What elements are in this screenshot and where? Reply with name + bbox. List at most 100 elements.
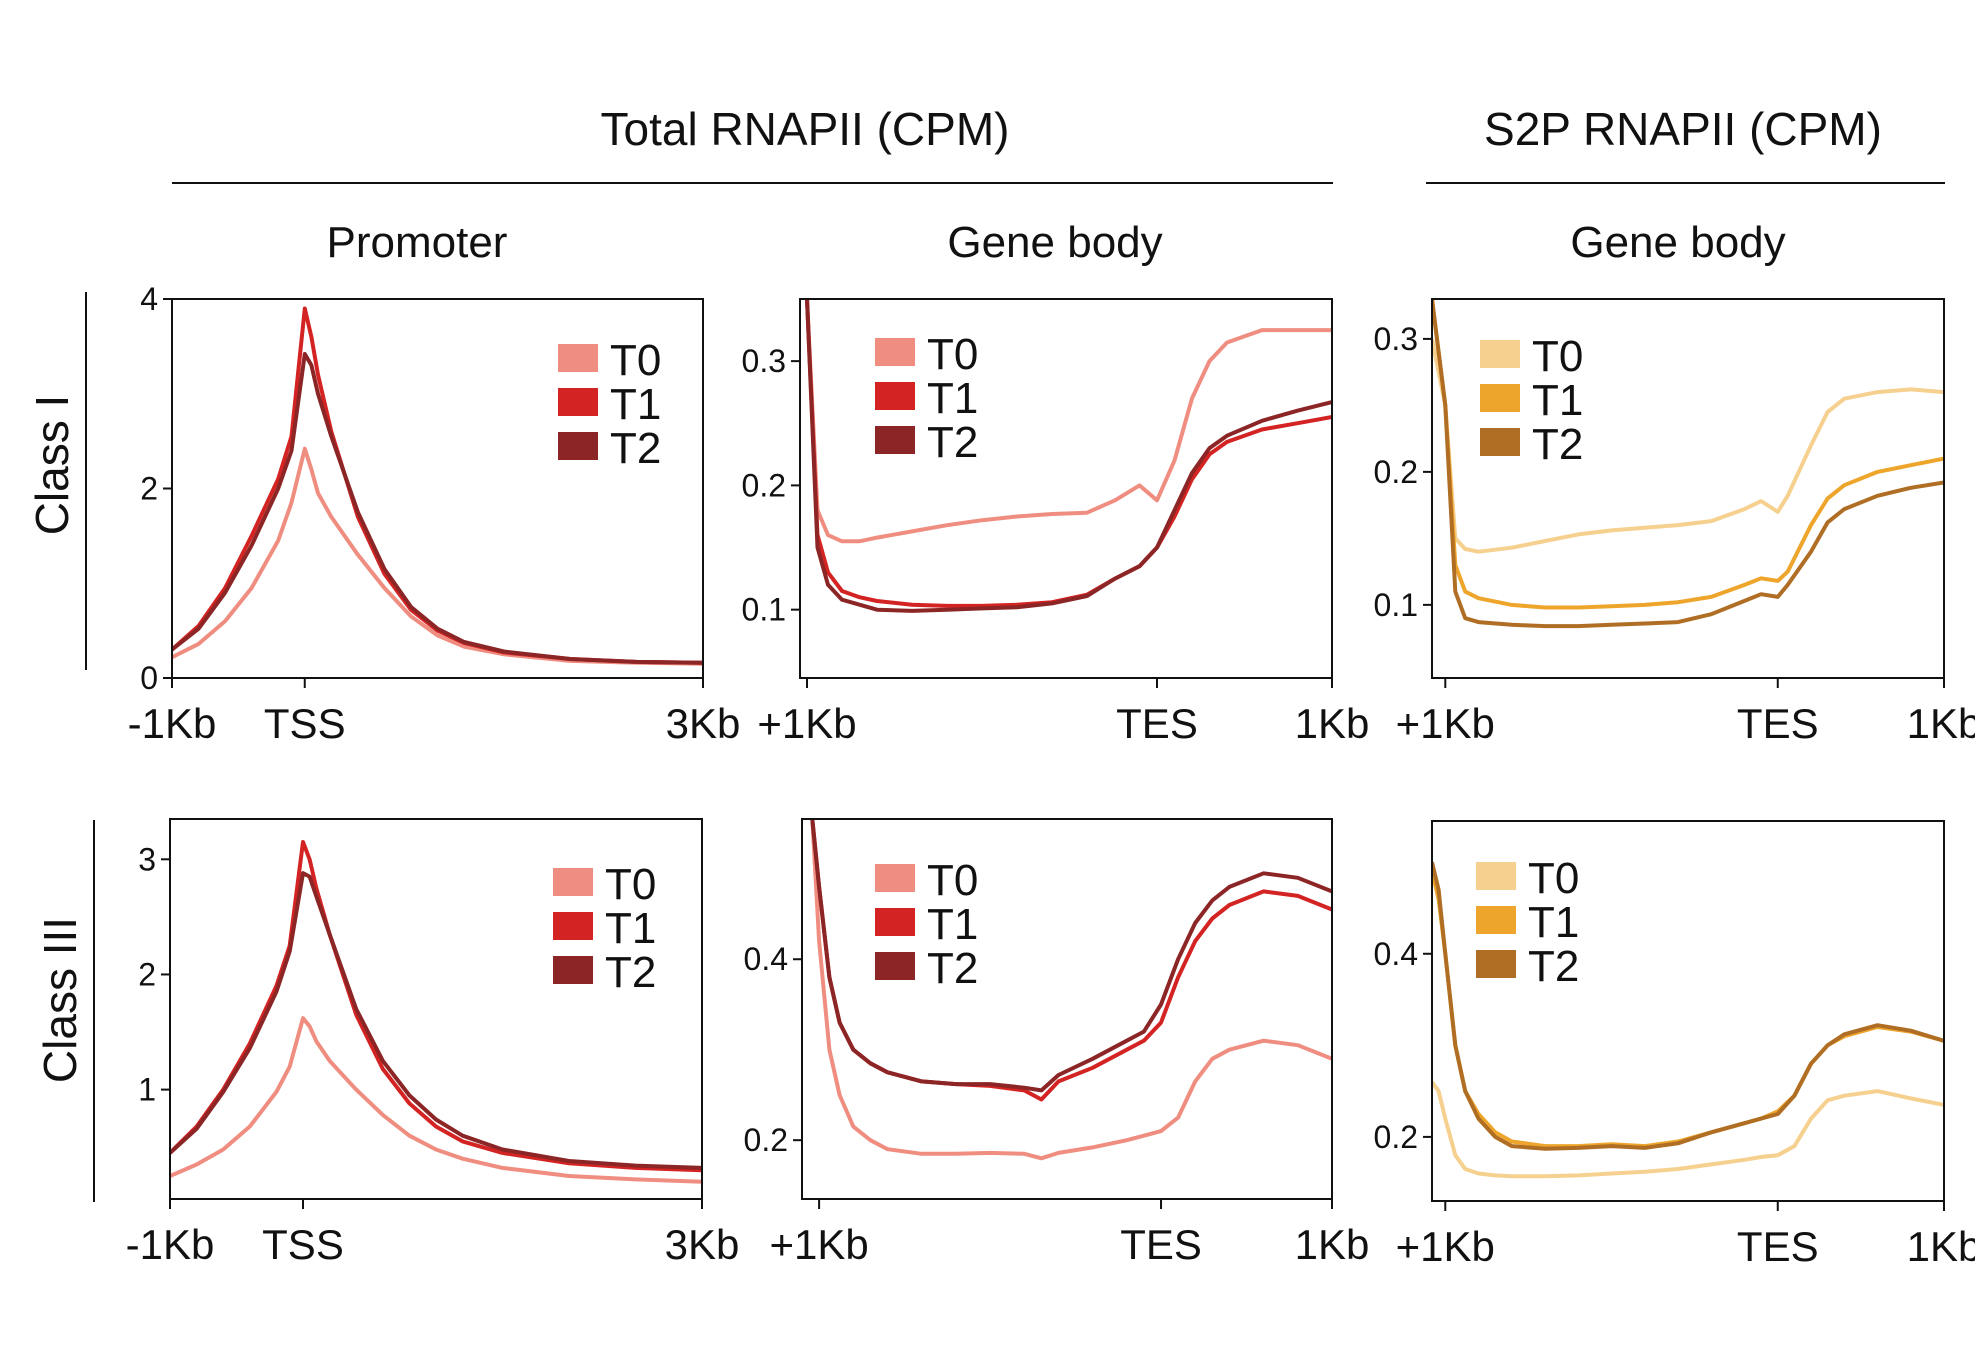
legend-label-t1: T1 xyxy=(610,380,661,429)
y-tick-label: 0.3 xyxy=(742,343,786,379)
y-tick-label: 0.4 xyxy=(744,941,788,977)
legend-label-t2: T2 xyxy=(1532,420,1583,469)
legend-label-t2: T2 xyxy=(605,948,656,997)
legend-label-t1: T1 xyxy=(605,904,656,953)
legend-label-t1: T1 xyxy=(1532,376,1583,425)
series-line-t2 xyxy=(1432,299,1944,629)
series-line-t2 xyxy=(805,299,1332,613)
legend-swatch-t2 xyxy=(875,426,915,454)
x-tick-label: TES xyxy=(1120,1221,1202,1268)
x-tick-label: -1Kb xyxy=(128,700,217,747)
y-tick-label: 0.3 xyxy=(1374,321,1418,357)
series-line-t2 xyxy=(170,871,702,1170)
series-line-t2 xyxy=(172,352,703,665)
legend-label-t2: T2 xyxy=(927,418,978,467)
legend-label-t0: T0 xyxy=(1532,332,1583,381)
series-line-t2 xyxy=(1432,861,1944,1151)
total-rnapii-header: Total RNAPII (CPM) xyxy=(601,103,1010,155)
col-title-gene-body-total: Gene body xyxy=(947,218,1162,267)
y-tick-label: 0.2 xyxy=(1374,454,1418,490)
x-tick-label: TES xyxy=(1737,1223,1819,1270)
legend-swatch-t2 xyxy=(553,956,593,984)
legend-label-t0: T0 xyxy=(927,330,978,379)
row-label-class-1: Class I xyxy=(26,395,78,536)
y-tick-label: 0.1 xyxy=(742,592,786,628)
legend-label-t0: T0 xyxy=(610,336,661,385)
x-tick-label: TSS xyxy=(262,1221,344,1268)
series-line-t0 xyxy=(1432,1080,1944,1179)
legend-swatch-t1 xyxy=(875,382,915,410)
legend-swatch-t0 xyxy=(558,344,598,372)
legend-swatch-t1 xyxy=(1476,906,1516,934)
legend-label-t1: T1 xyxy=(1528,898,1579,947)
series-line-t0 xyxy=(1432,338,1944,554)
legend-swatch-t0 xyxy=(1476,862,1516,890)
axes-frame xyxy=(799,298,1333,679)
x-tick-label: +1Kb xyxy=(757,700,856,747)
x-tick-label: TES xyxy=(1116,700,1198,747)
legend-swatch-t0 xyxy=(875,864,915,892)
legend-swatch-t0 xyxy=(1480,340,1520,368)
y-tick-label: 2 xyxy=(138,956,156,992)
series-line-t0 xyxy=(805,299,1332,544)
x-tick-label: 1Kb xyxy=(1295,700,1370,747)
axes-frame xyxy=(1431,298,1945,679)
col-title-gene-body-s2p: Gene body xyxy=(1570,218,1785,267)
y-tick-label: 1 xyxy=(138,1072,156,1108)
axes-frame xyxy=(1431,820,1945,1202)
legend-swatch-t0 xyxy=(553,868,593,896)
x-tick-label: TES xyxy=(1737,700,1819,747)
x-tick-label: +1Kb xyxy=(1396,1223,1495,1270)
axes-frame xyxy=(169,818,703,1200)
y-tick-label: 0 xyxy=(140,660,158,696)
legend-label-t0: T0 xyxy=(605,860,656,909)
y-tick-label: 2 xyxy=(140,471,158,507)
legend-swatch-t1 xyxy=(553,912,593,940)
y-tick-label: 3 xyxy=(138,841,156,877)
x-tick-label: TSS xyxy=(264,700,346,747)
legend-swatch-t2 xyxy=(1476,950,1516,978)
x-tick-label: 1Kb xyxy=(1907,1223,1975,1270)
y-tick-label: 0.1 xyxy=(1374,587,1418,623)
legend-swatch-t1 xyxy=(875,908,915,936)
legend-label-t2: T2 xyxy=(927,944,978,993)
legend-swatch-t1 xyxy=(1480,384,1520,412)
col-title-promoter: Promoter xyxy=(327,218,508,267)
legend-label-t2: T2 xyxy=(1528,942,1579,991)
y-tick-label: 4 xyxy=(140,281,158,317)
x-tick-label: 3Kb xyxy=(666,700,741,747)
legend-swatch-t1 xyxy=(558,388,598,416)
legend-swatch-t2 xyxy=(558,432,598,460)
axes-frame xyxy=(801,818,1333,1200)
x-tick-label: 3Kb xyxy=(665,1221,740,1268)
legend-label-t0: T0 xyxy=(1528,854,1579,903)
y-tick-label: 0.4 xyxy=(1374,936,1418,972)
x-tick-label: +1Kb xyxy=(1396,700,1495,747)
legend-label-t0: T0 xyxy=(927,856,978,905)
series-line-t0 xyxy=(810,819,1332,1161)
row-label-class-3: Class III xyxy=(34,917,86,1083)
series-line-t0 xyxy=(170,1016,702,1184)
x-tick-label: 1Kb xyxy=(1907,700,1975,747)
legend-swatch-t2 xyxy=(875,952,915,980)
x-tick-label: 1Kb xyxy=(1295,1221,1370,1268)
y-tick-label: 0.2 xyxy=(744,1122,788,1158)
y-tick-label: 0.2 xyxy=(1374,1119,1418,1155)
y-tick-label: 0.2 xyxy=(742,467,786,503)
legend-label-t2: T2 xyxy=(610,424,661,473)
s2p-rnapii-header: S2P RNAPII (CPM) xyxy=(1484,103,1882,155)
series-line-t1 xyxy=(1432,299,1944,610)
